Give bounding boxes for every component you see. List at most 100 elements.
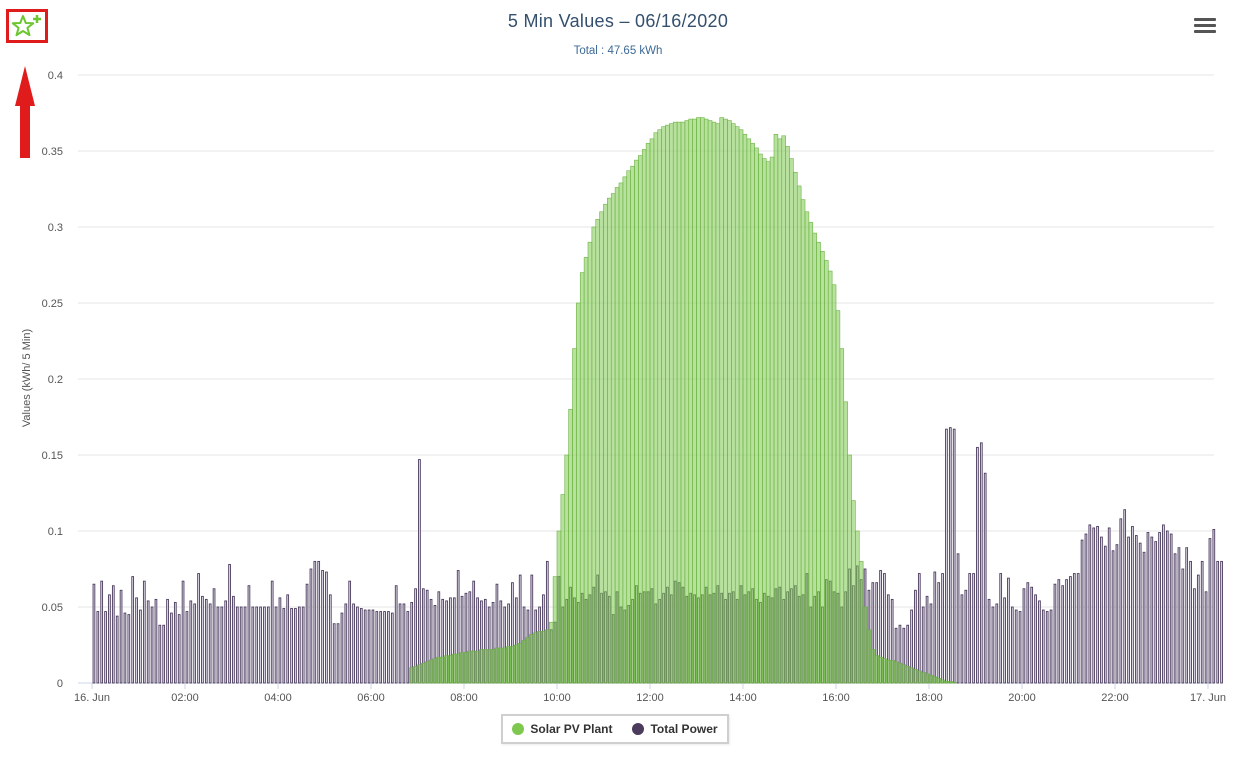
bar-solar-pv bbox=[897, 662, 903, 684]
bar-solar-pv bbox=[630, 165, 635, 684]
bar-solar-pv bbox=[514, 644, 519, 684]
bar-total-power bbox=[1204, 591, 1208, 684]
bar-total-power bbox=[398, 603, 402, 684]
hamburger-menu-icon[interactable] bbox=[1194, 18, 1216, 36]
bar-total-power bbox=[185, 611, 189, 684]
bar-total-power bbox=[367, 609, 371, 684]
bar-solar-pv bbox=[936, 678, 941, 684]
bar-solar-pv bbox=[820, 251, 825, 684]
bar-total-power bbox=[968, 573, 972, 684]
bar-total-power bbox=[1185, 547, 1189, 684]
bar-total-power bbox=[1165, 530, 1169, 684]
bar-total-power bbox=[1088, 524, 1092, 684]
bar-solar-pv bbox=[506, 646, 511, 684]
bar-solar-pv bbox=[882, 658, 887, 684]
bar-solar-pv bbox=[777, 138, 783, 684]
bar-solar-pv bbox=[610, 193, 616, 684]
bar-solar-pv bbox=[471, 650, 476, 684]
bar-total-power bbox=[104, 611, 107, 684]
bar-solar-pv bbox=[831, 284, 837, 684]
bar-solar-pv bbox=[614, 187, 620, 684]
bar-total-power bbox=[1162, 524, 1165, 684]
y-tick-label: 0.3 bbox=[48, 222, 63, 234]
bar-total-power bbox=[1018, 611, 1022, 684]
bar-total-power bbox=[1123, 509, 1127, 684]
bar-total-power bbox=[266, 606, 270, 684]
bar-solar-pv bbox=[498, 647, 504, 684]
bar-total-power bbox=[1014, 609, 1018, 684]
bar-solar-pv bbox=[940, 679, 945, 684]
bar-solar-pv bbox=[490, 649, 496, 684]
bar-solar-pv bbox=[572, 348, 577, 684]
bar-solar-pv bbox=[719, 117, 724, 684]
x-tick-label: 14:00 bbox=[729, 692, 757, 704]
x-tick-label: 10:00 bbox=[543, 692, 571, 704]
bar-total-power bbox=[301, 606, 305, 684]
bar-solar-pv bbox=[502, 647, 507, 684]
bar-total-power bbox=[201, 595, 204, 684]
bar-solar-pv bbox=[599, 211, 604, 684]
bar-solar-pv bbox=[475, 650, 480, 684]
bar-total-power bbox=[115, 615, 119, 684]
bar-total-power bbox=[1026, 582, 1030, 684]
bar-solar-pv bbox=[638, 155, 643, 684]
bar-solar-pv bbox=[696, 117, 701, 684]
bar-total-power bbox=[390, 612, 394, 684]
bar-total-power bbox=[243, 606, 247, 684]
bar-solar-pv bbox=[486, 649, 492, 684]
bar-solar-pv bbox=[951, 681, 957, 684]
bar-solar-pv bbox=[944, 681, 949, 684]
bar-total-power bbox=[131, 576, 135, 684]
bar-total-power bbox=[1115, 544, 1119, 684]
bar-total-power bbox=[224, 600, 228, 684]
bar-total-power bbox=[119, 589, 123, 684]
bar-total-power bbox=[383, 611, 386, 684]
legend-dot-total bbox=[632, 723, 645, 735]
bar-total-power bbox=[917, 573, 921, 684]
bar-solar-pv bbox=[545, 629, 550, 684]
chart-subtitle: Total : 47.65 kWh bbox=[573, 45, 663, 57]
legend-item-solar[interactable]: Solar PV Plant bbox=[512, 722, 612, 736]
add-favorite-button[interactable] bbox=[6, 9, 48, 43]
bar-solar-pv bbox=[591, 226, 597, 684]
bar-total-power bbox=[135, 597, 138, 684]
bar-solar-pv bbox=[723, 118, 728, 684]
bar-solar-pv bbox=[417, 664, 422, 684]
bar-total-power bbox=[1189, 560, 1192, 684]
bar-total-power bbox=[1212, 529, 1216, 684]
legend-item-total[interactable]: Total Power bbox=[632, 722, 718, 736]
bar-total-power bbox=[239, 606, 243, 684]
bar-total-power bbox=[166, 598, 169, 684]
bar-solar-pv bbox=[444, 655, 449, 684]
bar-solar-pv bbox=[793, 171, 798, 684]
bar-solar-pv bbox=[812, 232, 817, 684]
bar-total-power bbox=[352, 603, 355, 684]
bar-total-power bbox=[177, 614, 181, 684]
bar-total-power bbox=[921, 606, 925, 684]
bar-solar-pv bbox=[858, 561, 864, 684]
bar-total-power bbox=[929, 603, 933, 684]
bar-solar-pv bbox=[521, 640, 527, 684]
legend-dot-solar bbox=[512, 723, 525, 735]
bar-solar-pv bbox=[641, 149, 647, 684]
bar-solar-pv bbox=[424, 661, 430, 684]
bar-solar-pv bbox=[862, 606, 868, 684]
bar-total-power bbox=[251, 606, 255, 684]
bar-total-power bbox=[937, 582, 941, 684]
bar-solar-pv bbox=[672, 121, 678, 684]
x-tick-label: 06:00 bbox=[357, 692, 385, 704]
bar-solar-pv bbox=[669, 123, 674, 684]
bar-total-power bbox=[1076, 573, 1080, 684]
bar-total-power bbox=[925, 595, 929, 684]
bar-total-power bbox=[1208, 538, 1212, 684]
legend-label-solar: Solar PV Plant bbox=[530, 722, 613, 736]
bar-solar-pv bbox=[932, 676, 938, 684]
bar-total-power bbox=[228, 563, 231, 684]
bar-solar-pv bbox=[653, 132, 659, 684]
bar-solar-pv bbox=[452, 653, 457, 684]
bar-solar-pv bbox=[851, 500, 856, 684]
bar-solar-pv bbox=[649, 138, 655, 684]
bar-solar-pv bbox=[587, 241, 593, 684]
bar-solar-pv bbox=[711, 121, 717, 684]
bar-solar-pv bbox=[428, 659, 434, 684]
